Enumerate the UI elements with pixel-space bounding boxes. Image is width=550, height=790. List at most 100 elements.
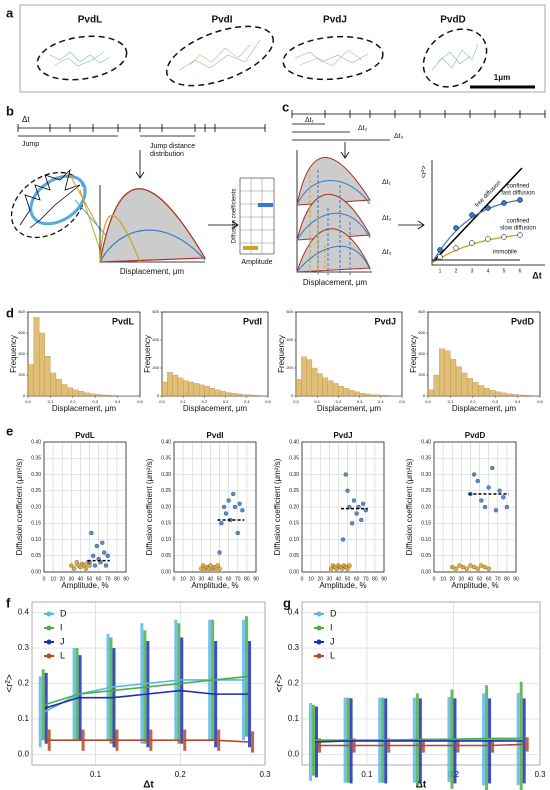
chart-title: PvdI (207, 431, 224, 440)
y-tick-label: 0.10 (421, 537, 431, 543)
x-tick-label: 80 (114, 576, 120, 582)
legend-swatch (46, 639, 52, 645)
y-tick-label: 0.00 (31, 569, 41, 575)
y-tick-label: 0.00 (161, 569, 171, 575)
point (74, 560, 79, 565)
x-tick-label: 50 (345, 576, 351, 582)
error-bar (248, 640, 252, 748)
y-tick-label: 800 (18, 309, 25, 314)
jump-distance-label: Jump distance (150, 143, 195, 150)
histogram-bar (204, 386, 210, 397)
point (94, 543, 99, 549)
x-tick-label: 0.1 (314, 399, 320, 404)
histogram-bar (193, 383, 200, 397)
error-bar (308, 702, 312, 781)
y-tick-label: 0.1 (288, 714, 300, 723)
x-tick-label: 0.0 (293, 399, 299, 404)
histogram-bar (220, 390, 226, 397)
chart-title: PvdJ (374, 316, 396, 326)
y-tick-label: 200 (152, 365, 159, 370)
y-tick-label: 0.35 (289, 456, 299, 462)
y-tick-label: 0.35 (161, 456, 171, 462)
x-tick-label: 0 (301, 576, 304, 582)
y-tick-label: 0.35 (421, 456, 431, 462)
y-tick-label: 0 (23, 393, 26, 398)
axis-label: <r²> (421, 166, 428, 179)
histogram-bar (106, 395, 113, 397)
point (354, 511, 359, 516)
x-tick-label: 70 (105, 576, 111, 582)
x-tick-label: 0.5 (137, 399, 143, 404)
series-line (314, 740, 523, 743)
legend-label: I (60, 622, 63, 632)
x-tick-label: 30 (327, 576, 333, 582)
dt-label: Δt (22, 115, 30, 124)
plot-frame (433, 441, 517, 573)
x-tick-label: 0.5 (265, 399, 271, 404)
point (105, 553, 110, 558)
x-tick-label: 30 (199, 576, 205, 582)
point (501, 495, 506, 500)
cell-label: PvdD (440, 15, 466, 26)
x-tick-label: 0.1 (48, 399, 54, 404)
histogram-bar (161, 381, 168, 397)
line-label: confined (507, 184, 530, 190)
histogram-bar (50, 372, 57, 397)
error-bar (38, 676, 42, 748)
connector (69, 174, 101, 251)
histogram-bar (230, 393, 237, 397)
x-tick-label: 60 (96, 576, 102, 582)
x-tick-label: 30 (459, 576, 465, 582)
x-tick-label: 0 (173, 576, 176, 582)
histogram-bar (375, 394, 381, 397)
x-tick-label: 80 (372, 576, 378, 582)
panel-frame (19, 4, 546, 93)
distribution (99, 214, 141, 263)
connector (74, 199, 111, 241)
histogram-bar (483, 387, 490, 397)
histogram-bar (359, 393, 366, 397)
histogram-bar (478, 385, 485, 397)
y-axis-label: Diffusion coefficient (μm²/s) (405, 458, 414, 555)
x-tick-label: 70 (495, 576, 501, 582)
point (479, 498, 484, 503)
tick-label: 2 (455, 268, 458, 274)
distribution (99, 188, 207, 263)
histogram-bar (111, 395, 118, 397)
y-tick-label: 200 (286, 365, 293, 370)
histogram-bar (523, 395, 529, 397)
point (101, 550, 107, 555)
error-bar (485, 685, 489, 790)
timeline (17, 124, 266, 179)
axis-label: Δt (532, 270, 541, 280)
x-tick-label: 60 (226, 576, 232, 582)
histogram-bar (343, 388, 350, 397)
y-axis-label: Diffusion coefficient (μm²/s) (15, 458, 24, 555)
x-tick-label: 0.1 (180, 399, 186, 404)
track-ellipse (29, 174, 87, 226)
y-tick-label: 0.25 (421, 488, 431, 494)
x-tick-label: 0.3 (492, 399, 498, 404)
x-tick-label: 0.3 (92, 399, 98, 404)
point (343, 472, 348, 477)
histogram-bar (39, 332, 45, 397)
y-tick-label: 0 (423, 393, 426, 398)
cell-label: PvdJ (323, 15, 347, 26)
tick-label: 1 (439, 268, 442, 274)
histogram-bar (444, 350, 451, 397)
grid-box (239, 177, 275, 255)
cell-label: PvdL (78, 15, 102, 26)
y-tick-label: 600 (152, 309, 159, 314)
point (219, 521, 224, 526)
x-axis-label: Amplitude, % (451, 581, 498, 590)
x-axis-label: Amplitude, % (61, 581, 108, 590)
histogram-bar (461, 372, 468, 397)
y-axis-label: Frequency (9, 335, 18, 373)
error-bar (522, 698, 526, 784)
legend-label: J (330, 636, 335, 646)
histogram-bar (354, 391, 360, 397)
histogram-bar (467, 377, 473, 397)
x-tick-label: 70 (363, 576, 369, 582)
series-line (314, 743, 523, 747)
